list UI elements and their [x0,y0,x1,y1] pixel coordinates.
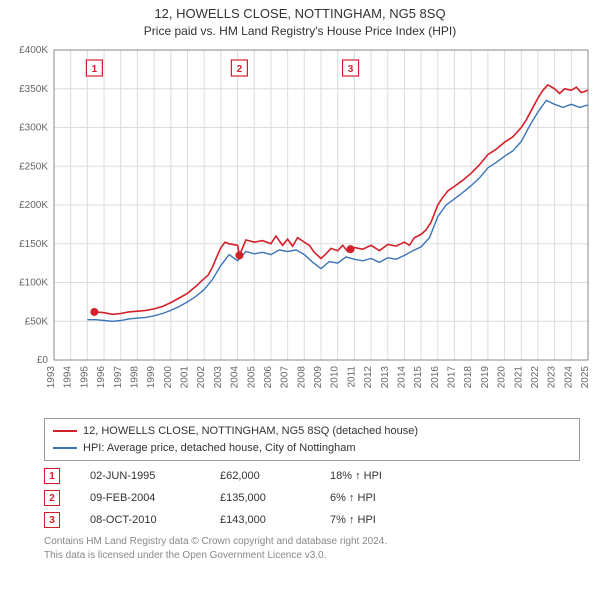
svg-text:2010: 2010 [330,366,341,389]
svg-text:2017: 2017 [447,366,458,389]
svg-text:2005: 2005 [246,366,257,389]
svg-text:2012: 2012 [363,366,374,389]
svg-text:2019: 2019 [480,366,491,389]
footer-line: Contains HM Land Registry data © Crown c… [44,535,580,549]
sale-marker-3: 3 [44,512,60,528]
chart-area: £0 £50K £100K £150K £200K £250K £300K £350K £400… [10,42,595,412]
svg-text:2006: 2006 [263,366,274,389]
chart-subtitle: Price paid vs. HM Land Registry's House … [0,21,600,42]
sale-delta: 18% ↑ HPI [330,470,410,482]
legend: 12, HOWELLS CLOSE, NOTTINGHAM, NG5 8SQ (… [44,418,580,461]
svg-text:£350K: £350K [19,84,48,95]
footer-line: This data is licensed under the Open Gov… [44,549,580,563]
sale-date: 08-OCT-2010 [90,514,190,526]
sale-price: £62,000 [220,470,300,482]
legend-swatch [53,447,77,449]
svg-text:1996: 1996 [96,366,107,389]
svg-text:2: 2 [237,64,243,75]
svg-text:2009: 2009 [313,366,324,389]
svg-text:2025: 2025 [580,366,591,389]
svg-text:1993: 1993 [46,366,57,389]
svg-text:2021: 2021 [513,366,524,389]
svg-text:£0: £0 [37,355,49,366]
legend-swatch [53,430,77,432]
svg-text:2013: 2013 [380,366,391,389]
svg-text:1994: 1994 [63,366,74,389]
svg-text:£250K: £250K [19,161,48,172]
legend-row: HPI: Average price, detached house, City… [53,440,571,457]
attribution-footer: Contains HM Land Registry data © Crown c… [44,535,580,563]
svg-text:2018: 2018 [463,366,474,389]
svg-text:2001: 2001 [180,366,191,389]
series-property [94,85,588,314]
svg-text:3: 3 [348,64,354,75]
svg-text:2015: 2015 [413,366,424,389]
svg-text:2022: 2022 [530,366,541,389]
svg-text:1998: 1998 [129,366,140,389]
sale-delta: 6% ↑ HPI [330,492,410,504]
svg-text:2003: 2003 [213,366,224,389]
sale-row: 2 09-FEB-2004 £135,000 6% ↑ HPI [44,487,580,509]
line-chart-svg: £0 £50K £100K £150K £200K £250K £300K £350K £400… [10,42,595,412]
svg-text:2014: 2014 [396,366,407,389]
legend-row: 12, HOWELLS CLOSE, NOTTINGHAM, NG5 8SQ (… [53,423,571,440]
sale-date: 02-JUN-1995 [90,470,190,482]
sale-date: 09-FEB-2004 [90,492,190,504]
svg-text:£100K: £100K [19,278,48,289]
svg-text:2004: 2004 [230,366,241,389]
svg-text:2023: 2023 [547,366,558,389]
sales-table: 1 02-JUN-1995 £62,000 18% ↑ HPI 2 09-FEB-2004… [44,465,580,531]
svg-text:2020: 2020 [497,366,508,389]
sale-delta: 7% ↑ HPI [330,514,410,526]
svg-text:£150K: £150K [19,239,48,250]
sale-price: £143,000 [220,514,300,526]
svg-text:1999: 1999 [146,366,157,389]
svg-text:£50K: £50K [25,316,49,327]
sale-row: 1 02-JUN-1995 £62,000 18% ↑ HPI [44,465,580,487]
sale-point-1 [90,308,98,316]
svg-text:2024: 2024 [563,366,574,389]
sale-marker-2: 2 [44,490,60,506]
svg-text:£200K: £200K [19,200,48,211]
legend-label: HPI: Average price, detached house, City… [83,440,356,457]
svg-text:2007: 2007 [280,366,291,389]
svg-text:£400K: £400K [19,45,48,56]
svg-text:£300K: £300K [19,123,48,134]
svg-text:1995: 1995 [79,366,90,389]
chart-title: 12, HOWELLS CLOSE, NOTTINGHAM, NG5 8SQ [0,0,600,21]
svg-text:2008: 2008 [296,366,307,389]
sale-price: £135,000 [220,492,300,504]
svg-text:2011: 2011 [346,366,357,388]
sale-point-2 [235,251,243,259]
svg-text:1997: 1997 [113,366,124,389]
svg-text:1: 1 [92,64,98,75]
sale-row: 3 08-OCT-2010 £143,000 7% ↑ HPI [44,509,580,531]
sale-marker-1: 1 [44,468,60,484]
sale-point-3 [347,245,355,253]
svg-text:2000: 2000 [163,366,174,389]
legend-label: 12, HOWELLS CLOSE, NOTTINGHAM, NG5 8SQ (… [83,423,418,440]
svg-text:2002: 2002 [196,366,207,389]
svg-text:2016: 2016 [430,366,441,389]
